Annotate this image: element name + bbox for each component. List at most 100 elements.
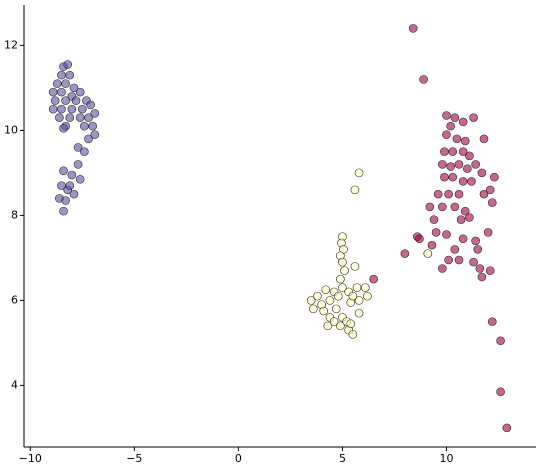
point: [321, 285, 331, 295]
point: [84, 134, 93, 144]
point: [496, 387, 505, 397]
point: [479, 189, 489, 199]
point: [323, 321, 333, 331]
point: [69, 189, 79, 199]
point: [350, 185, 360, 195]
point: [496, 336, 505, 346]
point: [340, 266, 349, 275]
point: [473, 245, 483, 254]
point: [336, 321, 345, 331]
point: [448, 172, 458, 182]
point: [75, 87, 85, 97]
point: [75, 174, 85, 184]
point: [338, 283, 347, 292]
point: [57, 87, 66, 97]
point: [444, 255, 453, 265]
point: [352, 283, 362, 292]
point: [67, 170, 77, 180]
point: [463, 164, 472, 173]
point: [450, 113, 460, 122]
point: [65, 113, 75, 122]
point: [477, 272, 487, 282]
point: [55, 113, 64, 122]
point: [458, 177, 468, 186]
y-tick-label: 6: [11, 293, 18, 306]
point: [469, 113, 478, 122]
y-tick-label: 4: [11, 378, 18, 391]
point: [460, 136, 470, 146]
point: [67, 104, 77, 114]
point: [48, 104, 58, 114]
point: [306, 296, 316, 305]
point: [346, 319, 356, 329]
point: [48, 87, 58, 97]
point: [88, 121, 97, 131]
point: [454, 255, 464, 265]
point: [90, 109, 100, 118]
point: [400, 249, 410, 258]
point: [487, 198, 497, 207]
point: [467, 177, 476, 186]
point: [431, 228, 441, 237]
point: [348, 330, 358, 339]
point: [65, 181, 75, 190]
point: [444, 189, 453, 199]
point: [425, 202, 435, 212]
point: [50, 96, 60, 105]
point: [440, 172, 449, 182]
point: [369, 274, 378, 284]
point: [465, 213, 474, 222]
point: [471, 236, 480, 246]
point: [458, 234, 468, 244]
point: [84, 113, 93, 122]
point: [75, 113, 85, 122]
point: [71, 96, 81, 105]
point: [57, 70, 66, 80]
y-tick-label: 12: [4, 38, 18, 51]
point: [348, 291, 358, 301]
point: [80, 121, 89, 131]
point: [433, 189, 443, 199]
point: [442, 111, 451, 120]
point: [477, 168, 487, 178]
point: [450, 202, 460, 212]
point: [329, 317, 339, 326]
point: [458, 147, 468, 156]
point: [77, 104, 87, 114]
point: [408, 24, 418, 33]
point: [460, 206, 470, 216]
point: [57, 181, 66, 190]
y-tick-label: 10: [4, 123, 18, 136]
point: [361, 283, 370, 292]
point: [423, 249, 433, 258]
x-tick-label: 10: [440, 452, 454, 465]
point: [338, 257, 347, 267]
point: [429, 215, 439, 224]
x-tick-label: 5: [339, 452, 346, 465]
point: [350, 262, 360, 271]
point: [309, 304, 318, 314]
point: [485, 185, 495, 195]
y-tick-label: 8: [11, 208, 18, 221]
point: [479, 134, 489, 144]
point: [61, 96, 70, 105]
point: [325, 296, 335, 305]
point: [438, 160, 447, 169]
x-tick-label: −5: [126, 452, 142, 465]
point: [57, 104, 66, 114]
point: [446, 162, 455, 171]
point: [419, 75, 428, 84]
point: [80, 147, 89, 156]
point: [333, 291, 343, 301]
point: [331, 304, 341, 314]
point: [73, 160, 83, 169]
point: [450, 245, 460, 254]
point: [471, 160, 480, 169]
point: [438, 202, 447, 212]
point: [485, 266, 495, 275]
point: [59, 166, 68, 176]
point: [446, 121, 455, 131]
x-tick-label: 0: [235, 452, 242, 465]
point: [456, 215, 466, 224]
